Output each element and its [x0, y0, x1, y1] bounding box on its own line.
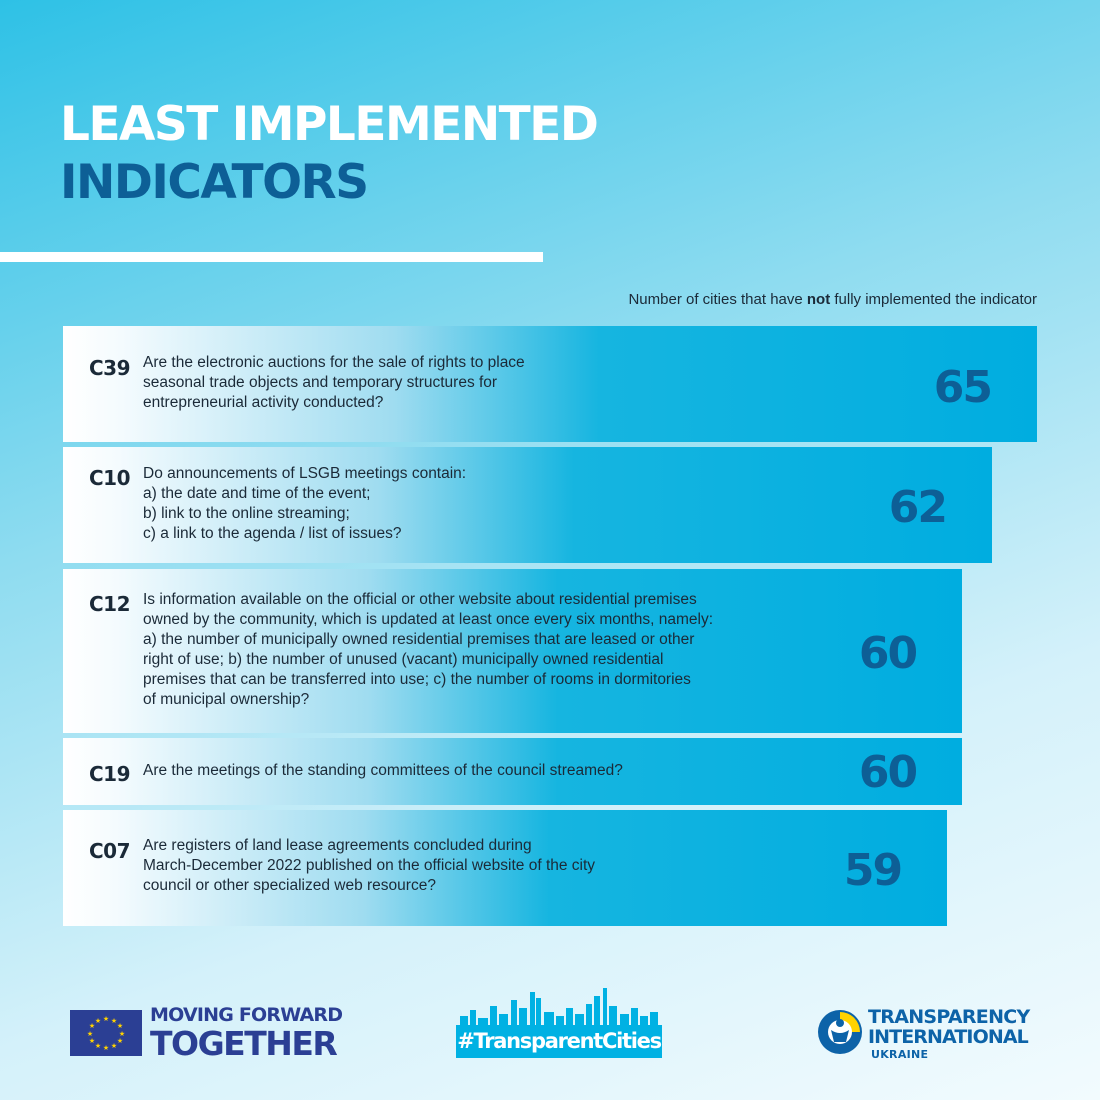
- title-underline: [0, 252, 543, 262]
- hashtag-band: [456, 1025, 662, 1058]
- eu-logo-line-1: MOVING FORWARD: [150, 1004, 343, 1026]
- bar-c39: [63, 326, 1037, 442]
- transparent-cities-logo: #TransparentCities: [456, 988, 662, 1058]
- indicator-question: Do announcements of LSGB meetings contai…: [143, 465, 467, 542]
- value-label: 65: [933, 362, 993, 413]
- ti-logo-line-3: UKRAINE: [871, 1048, 929, 1061]
- value-label: 60: [858, 628, 918, 679]
- svg-text:★: ★: [95, 1042, 101, 1050]
- indicator-row-c39: C39 Are the electronic auctions for the s…: [63, 326, 1037, 442]
- indicator-question: Are the meetings of the standing committ…: [143, 762, 623, 779]
- svg-text:★: ★: [95, 1017, 101, 1025]
- bar-c19: [63, 738, 963, 805]
- title-line-2: INDICATORS: [60, 155, 369, 210]
- indicator-question: Are registers of land lease agreements c…: [143, 837, 596, 894]
- bar-c12: [63, 569, 963, 733]
- indicator-question: Are the electronic auctions for the sale…: [143, 354, 525, 411]
- svg-text:★: ★: [111, 1017, 117, 1025]
- svg-text:★: ★: [111, 1042, 117, 1050]
- svg-text:★: ★: [103, 1015, 109, 1023]
- title-line-1: LEAST IMPLEMENTED: [60, 97, 599, 152]
- indicator-question: Is information available on the official…: [143, 591, 714, 708]
- svg-text:★: ★: [87, 1030, 93, 1038]
- page-title: LEAST IMPLEMENTED INDICATORS: [60, 96, 599, 212]
- svg-text:★: ★: [119, 1030, 125, 1038]
- eu-logo-text: MOVING FORWARD TOGETHER: [150, 1004, 343, 1063]
- hashtag-text: #TransparentCities: [457, 1029, 662, 1053]
- indicator-code: C12: [89, 592, 131, 616]
- indicator-row-c10: C10 Do announcements of LSGB meetings con…: [63, 447, 993, 563]
- ti-logo-line-2: INTERNATIONAL: [868, 1026, 1029, 1048]
- axis-caption-bold: not: [806, 291, 831, 308]
- indicator-row-c07: C07 Are registers of land lease agreement…: [63, 810, 948, 926]
- city-skyline-icon: [460, 988, 658, 1028]
- ti-emblem-icon: [818, 1010, 862, 1054]
- indicator-code: C19: [89, 762, 131, 786]
- value-label: 62: [888, 482, 948, 533]
- ti-logo-text: TRANSPARENCY INTERNATIONAL UKRAINE: [868, 1006, 1030, 1061]
- bar-c07: [63, 810, 948, 926]
- indicator-row-c19: C19 Are the meetings of the standing comm…: [63, 738, 963, 805]
- svg-text:★: ★: [117, 1022, 123, 1030]
- ti-logo-line-1: TRANSPARENCY: [868, 1006, 1030, 1028]
- indicator-code: C07: [89, 839, 131, 863]
- bar-c10: [63, 447, 993, 563]
- svg-text:★: ★: [89, 1022, 95, 1030]
- axis-caption: Number of cities that have not fully imp…: [628, 291, 1037, 308]
- svg-text:★: ★: [103, 1044, 109, 1052]
- axis-caption-part-2: fully implemented the indicator: [830, 291, 1037, 308]
- indicator-code: C10: [89, 466, 131, 490]
- eu-flag-icon: ★ ★ ★ ★ ★ ★ ★ ★ ★ ★ ★ ★: [70, 1010, 142, 1056]
- transparency-international-logo: TRANSPARENCY INTERNATIONAL UKRAINE: [816, 1008, 1036, 1060]
- indicator-code: C39: [89, 356, 131, 380]
- svg-text:★: ★: [89, 1037, 95, 1045]
- indicator-row-c12: C12 Is information available on the offic…: [63, 569, 963, 733]
- eu-logo-line-2: TOGETHER: [150, 1024, 338, 1063]
- value-label: 60: [858, 747, 918, 798]
- svg-text:★: ★: [117, 1037, 123, 1045]
- axis-caption-part-1: Number of cities that have: [628, 291, 807, 308]
- value-label: 59: [843, 845, 903, 896]
